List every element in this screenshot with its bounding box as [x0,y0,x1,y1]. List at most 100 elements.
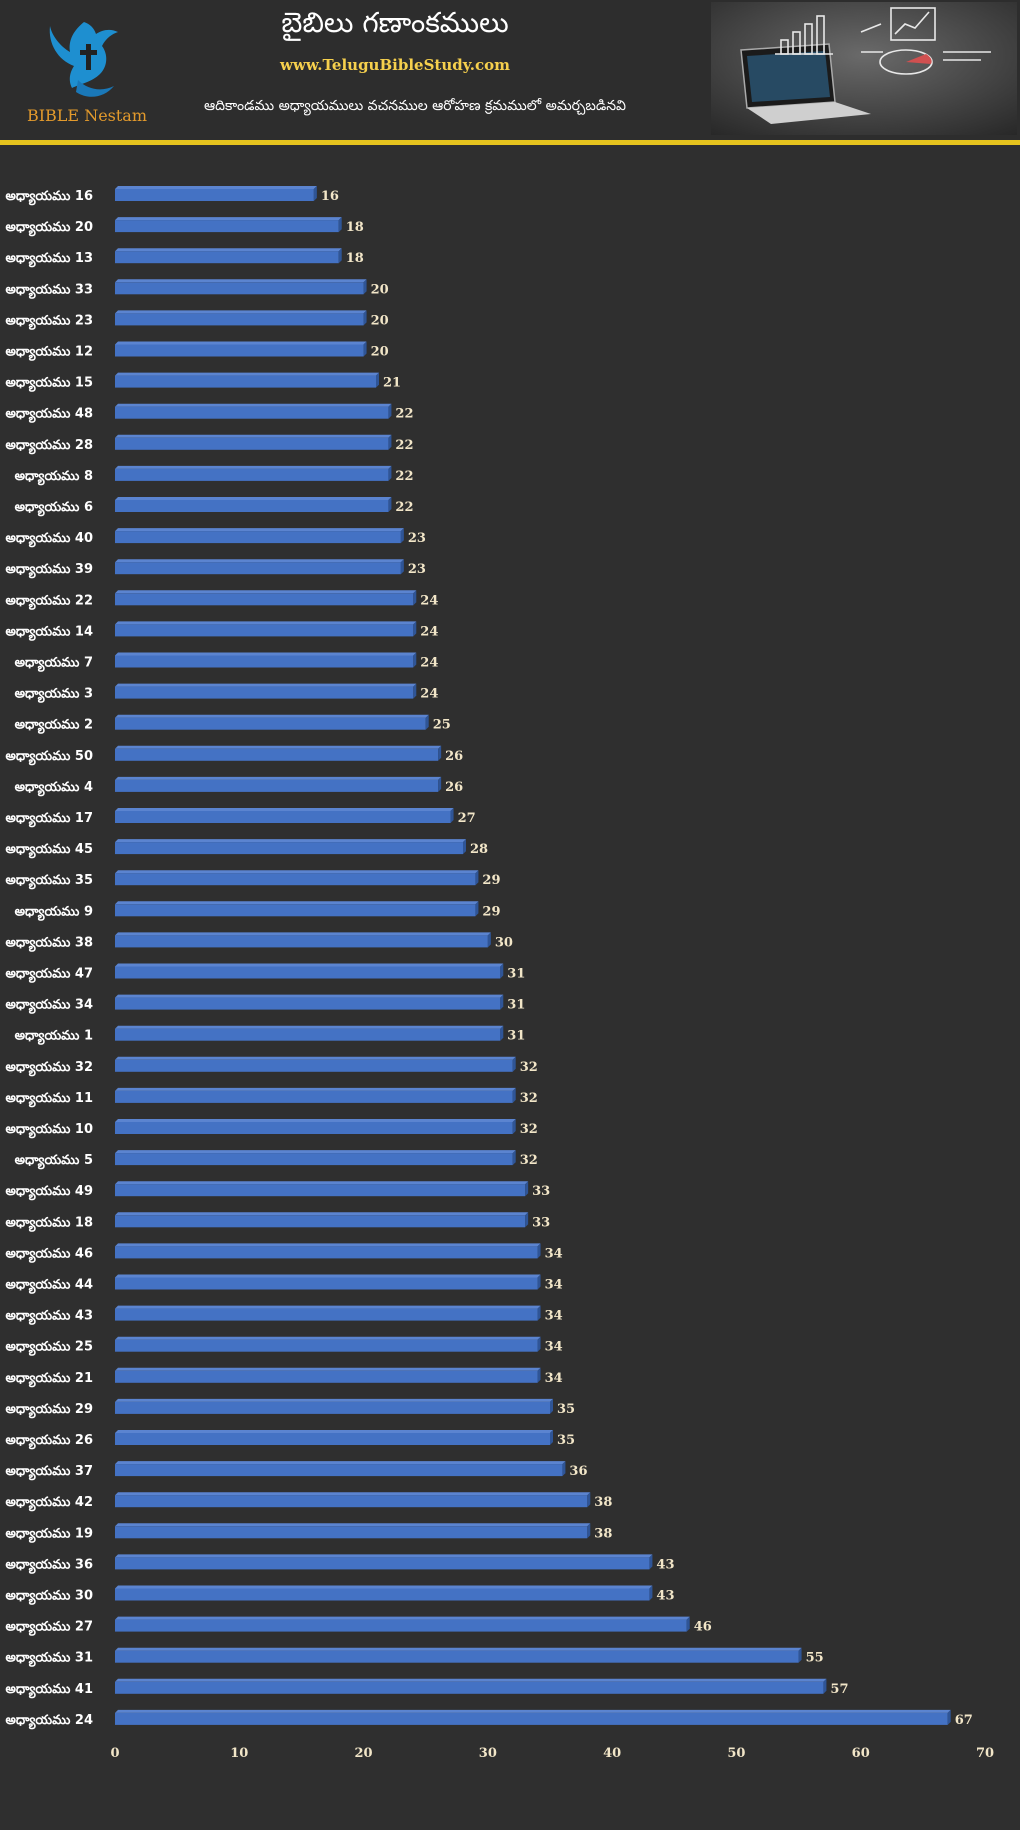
bar-top [115,1709,951,1713]
bar-group [115,310,367,326]
bar-top [115,1585,653,1589]
bar-side [450,808,454,823]
bar-top [115,1367,541,1371]
bar-top [115,1150,516,1154]
bar-group [115,1492,591,1508]
category-label: అధ్యాయము 2 [15,718,93,735]
bar-top [115,497,392,500]
website-link[interactable]: www.TeluguBibleStudy.com [280,56,510,74]
bar-top [115,186,317,189]
bar [115,904,476,917]
bar-top [115,1398,553,1402]
bar [115,873,476,886]
bar [115,375,376,388]
bar [115,220,339,233]
bar-top [115,870,479,874]
bar-top [115,1181,529,1185]
bar [115,779,439,792]
value-label: 30 [495,935,513,950]
bar-group [115,621,417,637]
bar-group [115,963,504,979]
bar-top [115,652,417,656]
x-tick-label: 0 [110,1746,119,1761]
bar-side [313,186,317,201]
bar-side [500,994,504,1010]
bar-group [115,1336,541,1352]
bar-top [115,1492,591,1496]
bar-side [413,621,417,637]
bar-top [115,1461,566,1465]
page-title: బైబిలు గణాంకములు [281,6,509,39]
category-label: అధ్యాయము 13 [6,251,93,268]
bar-top [115,1056,516,1060]
value-label: 22 [395,469,413,484]
bar-top [115,621,417,625]
category-label: అధ్యాయము 18 [6,1215,93,1232]
category-label: అధ్యాయము 16 [6,189,93,206]
bar-group [115,1554,653,1570]
bar [115,251,339,264]
bar [115,1184,526,1197]
category-label: అధ్యాయము 47 [6,967,93,984]
bar-top [115,963,504,967]
value-label: 36 [569,1464,587,1479]
bar-side [823,1678,827,1694]
category-label: అధ్యాయము 23 [6,313,93,330]
value-label: 38 [594,1526,612,1541]
bar [115,282,364,295]
bar [115,1246,538,1259]
bar-top [115,465,392,469]
category-label: అధ్యాయము 41 [6,1682,93,1699]
bar [115,935,488,948]
bar-top [115,341,367,345]
bar [115,811,451,823]
bar-group [115,683,417,699]
bar-group [115,1430,553,1445]
bar-group [115,1025,504,1041]
laptop-analytics-image [711,2,1017,135]
bar-top [115,745,442,749]
bar [115,1681,824,1694]
bar-group [115,1056,516,1072]
bar-top [115,217,342,221]
category-label: అధ్యాయము 12 [6,345,93,362]
value-label: 34 [545,1246,563,1261]
value-label: 43 [656,1589,674,1604]
bar-group [115,1616,690,1632]
bar-group [115,1243,541,1259]
bar-group [115,1367,541,1383]
bar [115,1619,687,1632]
bar-side [525,1212,529,1228]
bar-side [525,1181,529,1197]
category-label: అధ్యాయము 11 [6,1091,93,1108]
value-label: 67 [955,1713,973,1728]
bar-side [649,1554,653,1570]
bar-group [115,1119,516,1134]
bar [115,593,414,606]
bar-top [115,932,491,936]
bar-top [115,559,404,563]
bar-side [512,1056,516,1072]
bar-group [115,279,367,295]
bar-top [115,1119,516,1122]
verse-count-bar-chart: 16 18 18 20 20 20 21 22 22 22 22 23 23 24 24 24 24 25 26 26… [6,186,994,1761]
bar-side [649,1585,653,1601]
bar [115,1308,538,1321]
bar-top [115,528,404,532]
bar-side [562,1461,566,1477]
bar-top [115,372,379,376]
bar-side [475,901,479,917]
category-label: అధ్యాయము 44 [6,1278,93,1295]
bar-side [537,1274,541,1290]
value-label: 34 [545,1309,563,1324]
bar-side [400,528,404,544]
category-label: అధ్యాయము 14 [6,624,93,641]
bar-top [115,839,466,843]
bar-group [115,776,442,792]
bar-group [115,528,404,544]
value-label: 26 [445,780,463,795]
bar-side [388,497,392,512]
bar-side [338,217,342,233]
bar-side [438,776,442,792]
